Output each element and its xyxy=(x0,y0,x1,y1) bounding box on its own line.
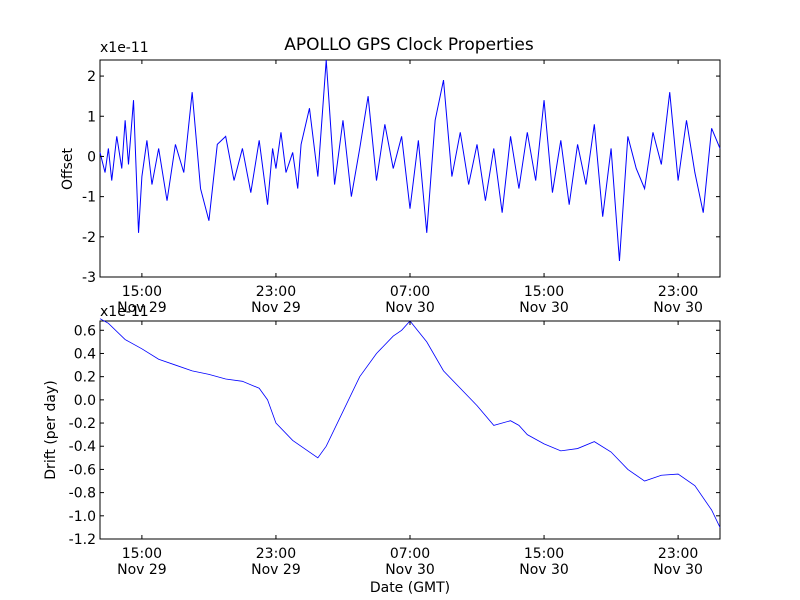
offset-ytick-label: -3 xyxy=(82,270,96,286)
drift-ytick-label: 0.4 xyxy=(74,346,96,362)
offset-xtick-date-label: Nov 30 xyxy=(653,300,703,316)
drift-xtick-date-label: Nov 30 xyxy=(519,562,569,578)
offset-ytick-label: 1 xyxy=(87,109,96,125)
offset-xtick-time-label: 07:00 xyxy=(390,284,430,300)
offset-xtick-date-label: Nov 29 xyxy=(117,300,167,316)
offset-xtick-date-label: Nov 30 xyxy=(519,300,569,316)
offset-xtick-time-label: 15:00 xyxy=(122,284,162,300)
drift-xtick-time-label: 23:00 xyxy=(256,546,296,562)
drift-ytick-label: 0.2 xyxy=(74,370,96,386)
drift-scale-label: x1e-11 xyxy=(100,304,149,320)
offset-series xyxy=(99,59,721,261)
drift-y-ticks: 0.6 0.4 0.2 0.0 -0.2 -0.4 -0.6 -0.8 -1.0 -1.2 xyxy=(69,323,720,548)
offset-xtick-time-label: 15:00 xyxy=(524,284,564,300)
drift-ytick-label: -0.6 xyxy=(69,462,96,478)
offset-xtick-date-label: Nov 30 xyxy=(385,300,435,316)
offset-axes-frame xyxy=(99,59,721,278)
drift-ytick-label: 0.0 xyxy=(74,393,96,409)
drift-xtick-time-label: 07:00 xyxy=(390,546,430,562)
offset-ytick-label: -2 xyxy=(82,230,96,246)
drift-series-line xyxy=(99,318,721,528)
drift-series xyxy=(99,318,721,528)
offset-y-axis-label: Offset xyxy=(60,147,76,190)
offset-scale-label: x1e-11 xyxy=(100,40,149,56)
drift-xtick-time-label: 15:00 xyxy=(122,546,162,562)
drift-axes-frame xyxy=(99,320,721,540)
x-axis-label: Date (GMT) xyxy=(370,580,450,596)
offset-y-ticks: 2 1 0 -1 -2 -3 xyxy=(82,69,720,286)
drift-ytick-label: -1.0 xyxy=(69,509,96,525)
drift-xtick-time-label: 15:00 xyxy=(524,546,564,562)
drift-xtick-date-label: Nov 30 xyxy=(385,562,435,578)
offset-xtick-date-label: Nov 29 xyxy=(251,300,301,316)
drift-panel: 0.6 0.4 0.2 0.0 -0.2 -0.4 -0.6 -0.8 -1.0 -1.2 15:… xyxy=(43,304,721,578)
drift-ytick-label: -0.4 xyxy=(69,439,96,455)
drift-ytick-label: -1.2 xyxy=(69,532,96,548)
drift-xtick-date-label: Nov 30 xyxy=(653,562,703,578)
offset-ytick-label: 2 xyxy=(87,69,96,85)
offset-xtick-time-label: 23:00 xyxy=(256,284,296,300)
drift-ytick-label: -0.8 xyxy=(69,486,96,502)
chart-title: APOLLO GPS Clock Properties xyxy=(284,35,534,55)
offset-ytick-label: -1 xyxy=(82,190,96,206)
drift-ytick-label: 0.6 xyxy=(74,323,96,339)
drift-xtick-date-label: Nov 29 xyxy=(117,562,167,578)
drift-xtick-date-label: Nov 29 xyxy=(251,562,301,578)
drift-xtick-time-label: 23:00 xyxy=(658,546,698,562)
offset-xtick-time-label: 23:00 xyxy=(658,284,698,300)
offset-ytick-label: 0 xyxy=(87,149,96,165)
drift-ytick-label: -0.2 xyxy=(69,416,96,432)
offset-series-line xyxy=(99,59,721,261)
drift-y-axis-label: Drift (per day) xyxy=(43,380,59,479)
